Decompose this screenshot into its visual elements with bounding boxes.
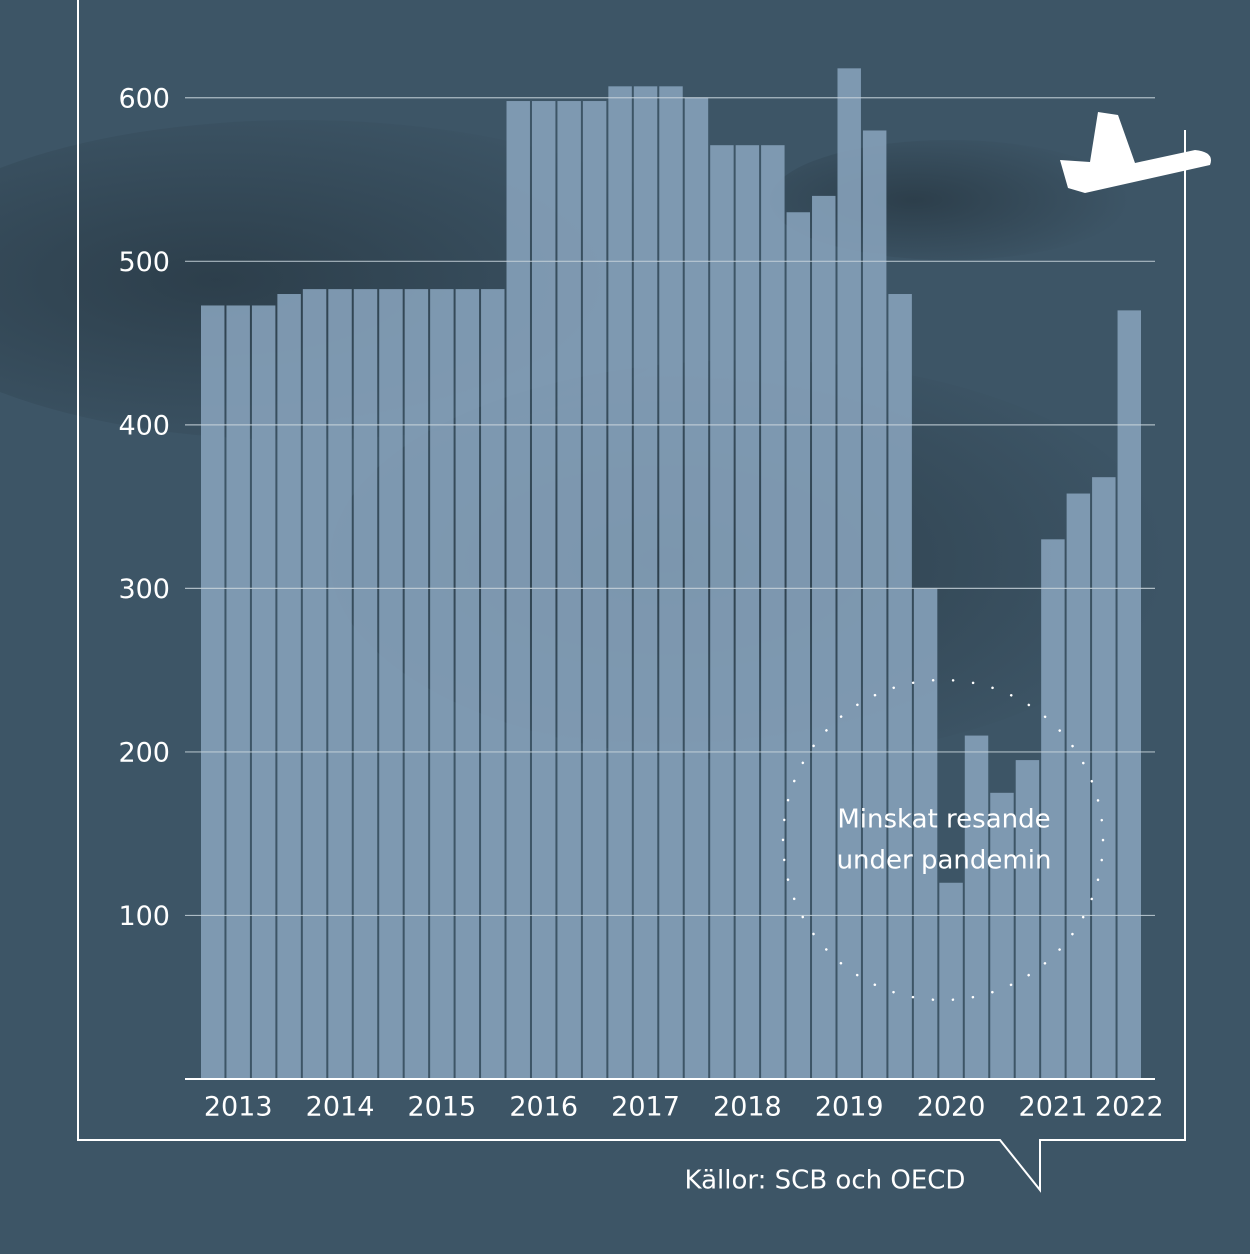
annotation: Minskat resande [837, 805, 1050, 835]
x-tick-label: 2018 [713, 1092, 782, 1123]
annotation: under pandemin [837, 846, 1052, 876]
bar [226, 305, 250, 1079]
bar [481, 289, 505, 1079]
y-tick-label: 600 [118, 83, 170, 114]
bar [888, 294, 912, 1079]
bar [379, 289, 403, 1079]
bar [837, 68, 861, 1080]
bar [251, 305, 276, 1079]
bar [608, 86, 632, 1080]
x-tick-label: 2021 [1019, 1092, 1088, 1123]
bar [964, 735, 989, 1079]
bar [990, 792, 1014, 1079]
bar [531, 101, 556, 1080]
x-tick-label: 2013 [204, 1092, 273, 1123]
plane-icon [1060, 112, 1211, 193]
annotation-circle [781, 678, 1105, 1002]
x-tick-label: 2019 [815, 1092, 884, 1123]
bar [277, 294, 301, 1079]
bar [201, 305, 225, 1079]
bar [328, 289, 352, 1079]
y-tick-label: 300 [118, 574, 170, 605]
x-tick-label: 2015 [408, 1092, 477, 1123]
source: Källor: SCB och OECD [685, 1166, 966, 1196]
bar [582, 101, 607, 1080]
bar [862, 130, 887, 1079]
bar [455, 289, 480, 1079]
bar [761, 145, 785, 1080]
y-tick-label: 500 [118, 247, 170, 278]
bar [430, 289, 454, 1079]
bar [735, 145, 760, 1080]
bar [786, 212, 811, 1079]
bar [1092, 477, 1116, 1079]
frame [77, 0, 1186, 1193]
y-tick-label: 400 [118, 410, 170, 441]
y-tick-label: 100 [118, 901, 170, 932]
x-tick-label: 2022 [1095, 1092, 1164, 1123]
bar [302, 289, 327, 1079]
bar [1066, 493, 1091, 1079]
bar [939, 882, 963, 1079]
x-tick-label: 2017 [611, 1092, 680, 1123]
bar [404, 289, 429, 1079]
bar [913, 588, 938, 1079]
bar [1041, 539, 1065, 1079]
x-tick-label: 2014 [306, 1092, 375, 1123]
y-tick-label: 200 [118, 737, 170, 768]
bar [557, 101, 581, 1080]
x-tick-label: 2020 [917, 1092, 986, 1123]
bar [506, 101, 530, 1080]
bar [1015, 760, 1040, 1079]
bar [353, 289, 378, 1079]
x-tick-label: 2016 [509, 1092, 578, 1123]
bar [1117, 310, 1141, 1079]
plot-area [185, 68, 1155, 1080]
bar [710, 145, 734, 1080]
bar [659, 86, 683, 1080]
bar [812, 195, 836, 1079]
bar [633, 86, 658, 1080]
